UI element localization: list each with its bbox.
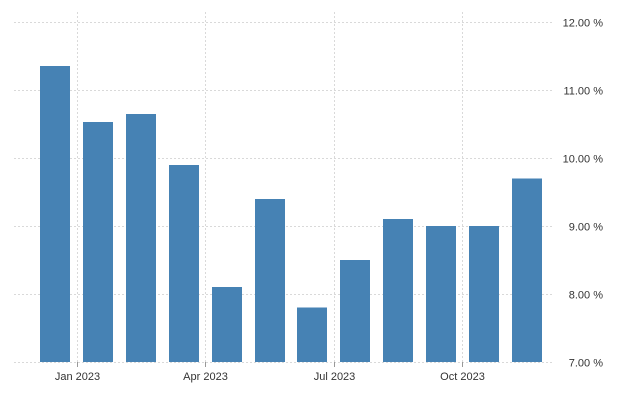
bar-2023-10 <box>469 226 499 362</box>
y-tick-label: 7.00 % <box>569 358 603 370</box>
y-axis: 7.00 % 8.00 % 9.00 % 10.00 % 11.00 % 12.00 % <box>563 18 604 370</box>
bar-2023-09 <box>426 226 456 362</box>
y-tick-label: 8.00 % <box>569 290 603 302</box>
x-tick-label: Oct 2023 <box>440 371 485 383</box>
y-tick-label: 9.00 % <box>569 222 603 234</box>
y-tick-label: 12.00 % <box>563 18 604 30</box>
bar-2023-08 <box>383 219 413 362</box>
bar-2023-04 <box>212 287 242 362</box>
x-axis: Jan 2023 Apr 2023 Jul 2023 Oct 2023 <box>55 362 485 383</box>
bar-2023-06 <box>297 307 327 362</box>
bar-2023-01 <box>83 121 113 363</box>
x-tick-label: Jul 2023 <box>314 371 356 383</box>
bars <box>40 66 542 363</box>
x-tick-label: Jan 2023 <box>55 371 100 383</box>
bar-2023-03 <box>169 164 199 362</box>
bar-2023-02 <box>126 113 156 362</box>
bar-2023-11 <box>512 178 542 362</box>
bar-2023-05 <box>255 198 285 362</box>
bar-2023-07 <box>340 260 370 362</box>
x-tick-label: Apr 2023 <box>183 371 228 383</box>
bar-2022-12 <box>40 66 70 362</box>
y-tick-label: 11.00 % <box>563 86 603 98</box>
y-tick-label: 10.00 % <box>563 154 604 166</box>
